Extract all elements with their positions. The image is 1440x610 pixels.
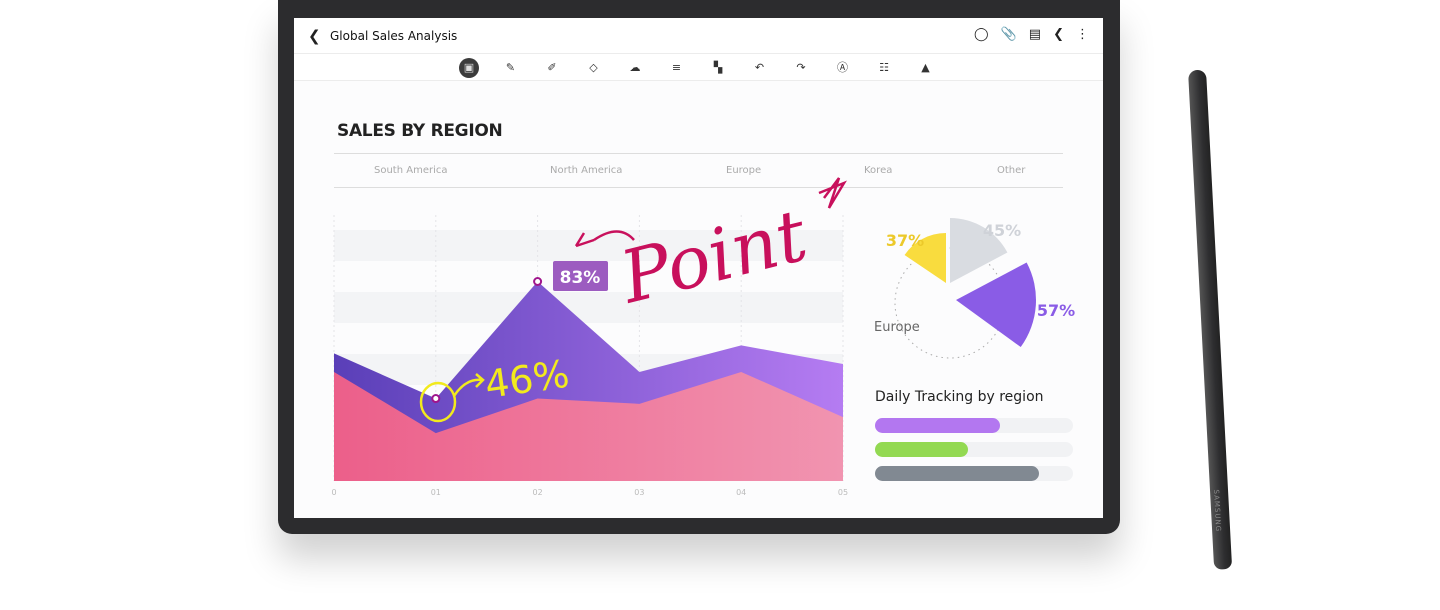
grid-band <box>334 292 843 323</box>
region-tab[interactable]: North America <box>550 165 623 176</box>
progress-fill <box>875 442 969 457</box>
pen-brand: SAMSUNG <box>1211 489 1223 533</box>
data-point-marker <box>431 394 441 404</box>
handwriting-icon[interactable]: Ⓐ <box>837 61 848 74</box>
handwritten-circle <box>419 381 457 423</box>
page-heading: SALES BY REGION <box>337 121 503 141</box>
undo-icon[interactable]: ↶ <box>754 61 765 74</box>
lasso-icon[interactable]: ☁ <box>629 61 641 74</box>
reading-mode-icon[interactable]: ◯ <box>974 27 989 42</box>
s-pen: SAMSUNG <box>1188 69 1233 570</box>
tooltip-value: 83% <box>560 268 601 288</box>
x-tick-label: 02 <box>533 488 543 497</box>
handwritten-arrow <box>574 230 635 248</box>
region-tab[interactable]: Europe <box>726 165 762 176</box>
value-tooltip <box>553 261 608 291</box>
pen-toolbar: ▣ ✎ ✐ ◇ ☁ ≡ ▚ ↶ ↷ Ⓐ ☷ ▲ <box>294 54 1103 81</box>
note-title: Global Sales Analysis <box>330 28 458 43</box>
x-tick-label: 04 <box>736 488 746 497</box>
progress-fill <box>875 418 1000 433</box>
eraser-icon[interactable]: ◇ <box>589 61 598 74</box>
app-bar: ❮ Global Sales Analysis ◯ 📎 ▤ ❮ ⋮ <box>294 18 1103 54</box>
share-icon[interactable]: ❮ <box>1053 27 1064 42</box>
area-series-2 <box>334 371 843 481</box>
keyboard-icon[interactable]: ▣ <box>459 58 479 78</box>
pie-slice-label: 45% <box>983 221 1021 240</box>
pie-slice <box>950 218 1008 283</box>
progress-fill <box>875 466 1040 481</box>
pie-slice-label: 37% <box>886 231 924 250</box>
progress-track <box>875 418 1073 433</box>
region-tab[interactable]: South America <box>374 165 448 176</box>
back-button[interactable]: ❮ <box>308 26 321 45</box>
text-format-icon[interactable]: ☷ <box>879 61 889 74</box>
region-tab[interactable]: Other <box>997 165 1026 176</box>
pie-slice <box>956 262 1036 348</box>
pie-slice-label: 57% <box>1037 301 1075 320</box>
x-tick-label: 0 <box>331 488 336 497</box>
handwritten-star <box>818 177 847 209</box>
region-tabs: South America North America Europe Korea Oth… <box>334 153 1063 188</box>
handwritten-arrow <box>452 373 485 397</box>
region-tab[interactable]: Korea <box>864 165 893 176</box>
more-icon[interactable]: ⋮ <box>1076 27 1089 42</box>
page-icon[interactable]: ▤ <box>1028 27 1042 42</box>
highlighter-icon[interactable]: ✐ <box>547 61 557 74</box>
screen: ❮ Global Sales Analysis ◯ 📎 ▤ ❮ ⋮ ▣ ✎ ✐ ◇ ☁ ≡… <box>294 18 1103 518</box>
progress-track <box>875 466 1073 481</box>
pie-center-label: Europe <box>874 320 920 335</box>
redo-icon[interactable]: ↷ <box>796 61 806 74</box>
daily-title: Daily Tracking by region <box>875 389 1044 405</box>
pen-icon[interactable]: ✎ <box>505 61 516 74</box>
pie-slice <box>904 233 946 283</box>
data-point-marker <box>533 277 543 286</box>
x-tick-label: 05 <box>838 488 848 497</box>
shapes-icon[interactable]: ▲ <box>921 61 930 74</box>
x-tick-label: 01 <box>431 488 441 497</box>
grid-band <box>334 230 843 261</box>
attach-icon[interactable]: 📎 <box>1000 27 1017 42</box>
x-tick-label: 03 <box>634 488 644 497</box>
text-align-icon[interactable]: ≡ <box>671 61 682 74</box>
image-text-icon[interactable]: ▚ <box>713 61 723 74</box>
progress-track <box>875 442 1073 457</box>
